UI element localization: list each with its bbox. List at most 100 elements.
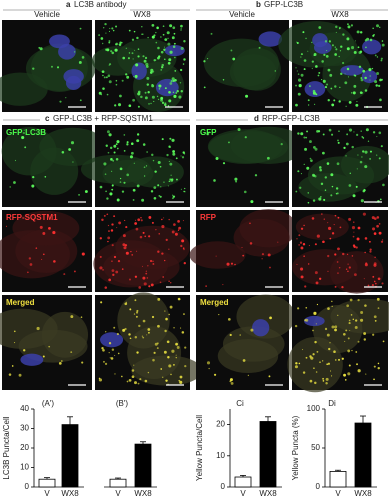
puncta xyxy=(364,76,367,80)
puncta xyxy=(344,340,346,342)
puncta xyxy=(315,371,318,373)
puncta xyxy=(133,30,136,33)
puncta xyxy=(376,216,380,219)
puncta xyxy=(261,253,265,256)
puncta xyxy=(239,334,241,336)
puncta xyxy=(322,360,324,362)
puncta xyxy=(296,263,298,265)
puncta xyxy=(376,135,378,138)
puncta xyxy=(160,69,162,71)
puncta xyxy=(369,75,371,77)
y-axis-label: LC3B Puncta/Cell xyxy=(2,416,11,479)
column-label: WX8 xyxy=(133,10,151,19)
panel-title: RFP-GFP-LC3B xyxy=(262,114,320,123)
puncta xyxy=(338,100,341,103)
puncta xyxy=(230,381,234,385)
puncta xyxy=(322,377,325,380)
puncta xyxy=(348,322,351,325)
puncta xyxy=(303,224,305,227)
puncta xyxy=(183,40,186,43)
puncta xyxy=(213,179,216,182)
puncta xyxy=(109,146,113,150)
puncta xyxy=(258,46,261,49)
puncta xyxy=(362,137,365,139)
puncta xyxy=(362,69,366,73)
puncta xyxy=(315,323,317,325)
puncta xyxy=(175,356,177,359)
puncta xyxy=(380,145,383,148)
puncta xyxy=(29,263,33,266)
puncta xyxy=(110,357,114,360)
puncta xyxy=(137,105,140,108)
puncta xyxy=(56,66,60,69)
puncta xyxy=(128,104,132,108)
column-label: Vehicle xyxy=(229,10,255,19)
puncta xyxy=(376,24,380,28)
puncta xyxy=(168,99,172,103)
puncta xyxy=(106,93,109,96)
puncta xyxy=(99,237,102,240)
puncta xyxy=(330,173,334,177)
puncta xyxy=(183,190,185,193)
cell-body xyxy=(233,47,281,91)
puncta xyxy=(153,59,156,62)
puncta xyxy=(73,270,76,273)
puncta xyxy=(170,79,173,83)
puncta xyxy=(157,160,161,165)
puncta xyxy=(126,380,129,383)
puncta xyxy=(345,142,349,146)
puncta xyxy=(122,243,126,247)
puncta xyxy=(132,188,136,192)
puncta xyxy=(119,41,122,44)
puncta xyxy=(108,40,111,43)
puncta xyxy=(166,153,169,157)
puncta xyxy=(354,325,358,329)
puncta xyxy=(104,362,108,365)
puncta xyxy=(297,73,300,75)
puncta xyxy=(99,255,102,258)
puncta xyxy=(346,253,349,255)
puncta xyxy=(300,173,302,175)
puncta xyxy=(98,91,102,95)
puncta xyxy=(63,273,66,276)
puncta xyxy=(137,382,140,385)
cell-body xyxy=(189,241,246,269)
puncta xyxy=(102,74,104,77)
puncta xyxy=(331,185,334,188)
puncta xyxy=(294,324,298,328)
puncta xyxy=(122,234,126,238)
puncta xyxy=(58,362,62,365)
panel-label: b xyxy=(256,0,261,9)
puncta xyxy=(111,188,114,191)
puncta xyxy=(322,79,326,83)
puncta xyxy=(349,172,351,174)
micrograph xyxy=(1,125,107,207)
micrograph xyxy=(95,292,203,390)
puncta xyxy=(48,345,51,348)
puncta xyxy=(314,271,318,275)
puncta xyxy=(295,190,298,193)
puncta xyxy=(115,270,119,274)
puncta xyxy=(306,130,308,133)
puncta xyxy=(358,65,362,68)
puncta xyxy=(111,27,114,30)
puncta xyxy=(163,181,165,183)
puncta xyxy=(116,333,119,336)
puncta xyxy=(173,94,177,98)
puncta xyxy=(328,128,332,132)
puncta xyxy=(347,25,351,29)
puncta xyxy=(13,181,16,184)
puncta xyxy=(125,251,129,255)
puncta xyxy=(310,356,314,360)
puncta xyxy=(360,318,364,322)
puncta xyxy=(180,29,182,31)
puncta xyxy=(213,373,217,376)
puncta xyxy=(102,348,105,352)
puncta xyxy=(356,30,360,34)
puncta xyxy=(376,72,380,75)
puncta xyxy=(357,46,360,49)
puncta xyxy=(307,50,309,52)
puncta xyxy=(170,373,172,376)
puncta xyxy=(52,230,56,235)
puncta xyxy=(113,144,117,148)
